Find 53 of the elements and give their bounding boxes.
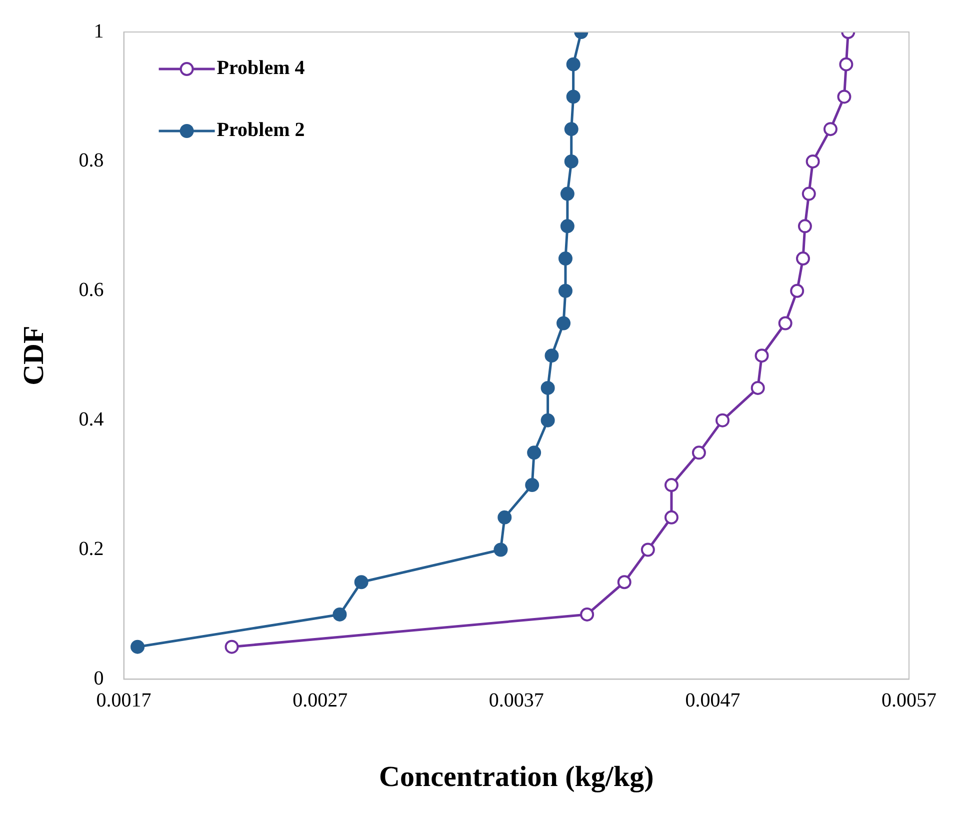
point <box>692 446 706 460</box>
point <box>716 413 730 428</box>
point <box>778 316 792 330</box>
point <box>525 478 540 492</box>
point <box>544 348 559 363</box>
y-tick-label: 1 <box>94 20 104 42</box>
y-tick-label: 0.6 <box>78 279 104 302</box>
point <box>564 154 578 168</box>
point <box>750 380 765 395</box>
point <box>566 57 580 72</box>
point <box>130 640 145 654</box>
x-tick-label: 0.0057 <box>882 689 936 712</box>
point <box>540 413 555 428</box>
point <box>560 219 574 234</box>
point <box>564 122 578 136</box>
point <box>617 575 632 590</box>
point <box>664 478 678 492</box>
y-tick-label: 0.2 <box>78 538 104 560</box>
point <box>558 284 572 298</box>
legend-label: Problem 4 <box>216 57 305 80</box>
point <box>527 446 542 460</box>
point <box>560 186 574 201</box>
point <box>498 510 512 524</box>
y-tick-label: 0.8 <box>78 150 104 172</box>
point <box>664 510 678 524</box>
point <box>798 219 812 234</box>
point <box>540 380 555 395</box>
legend-label: Problem 2 <box>216 119 305 142</box>
point <box>640 542 655 557</box>
y-tick-label: 0.4 <box>78 408 104 431</box>
point <box>556 316 571 330</box>
point <box>802 186 816 201</box>
x-axis-title: Concentration (kg/kg) <box>379 761 654 794</box>
point <box>823 122 838 136</box>
point <box>839 57 854 72</box>
x-tick-label: 0.0047 <box>685 689 740 712</box>
y-tick-label: 0 <box>94 667 104 690</box>
point <box>354 575 368 590</box>
point <box>580 607 594 622</box>
x-tick-label: 0.0017 <box>96 689 152 712</box>
point <box>796 252 810 266</box>
x-tick-label: 0.0037 <box>488 689 544 712</box>
y-axis-title: CDF <box>18 326 50 386</box>
point <box>790 284 804 298</box>
point <box>224 640 239 654</box>
point <box>558 252 572 266</box>
x-tick-label: 0.0027 <box>292 689 348 712</box>
point <box>806 154 820 168</box>
point <box>754 348 769 363</box>
point <box>566 90 580 104</box>
point <box>494 542 508 557</box>
point <box>837 90 852 104</box>
point <box>332 607 347 622</box>
